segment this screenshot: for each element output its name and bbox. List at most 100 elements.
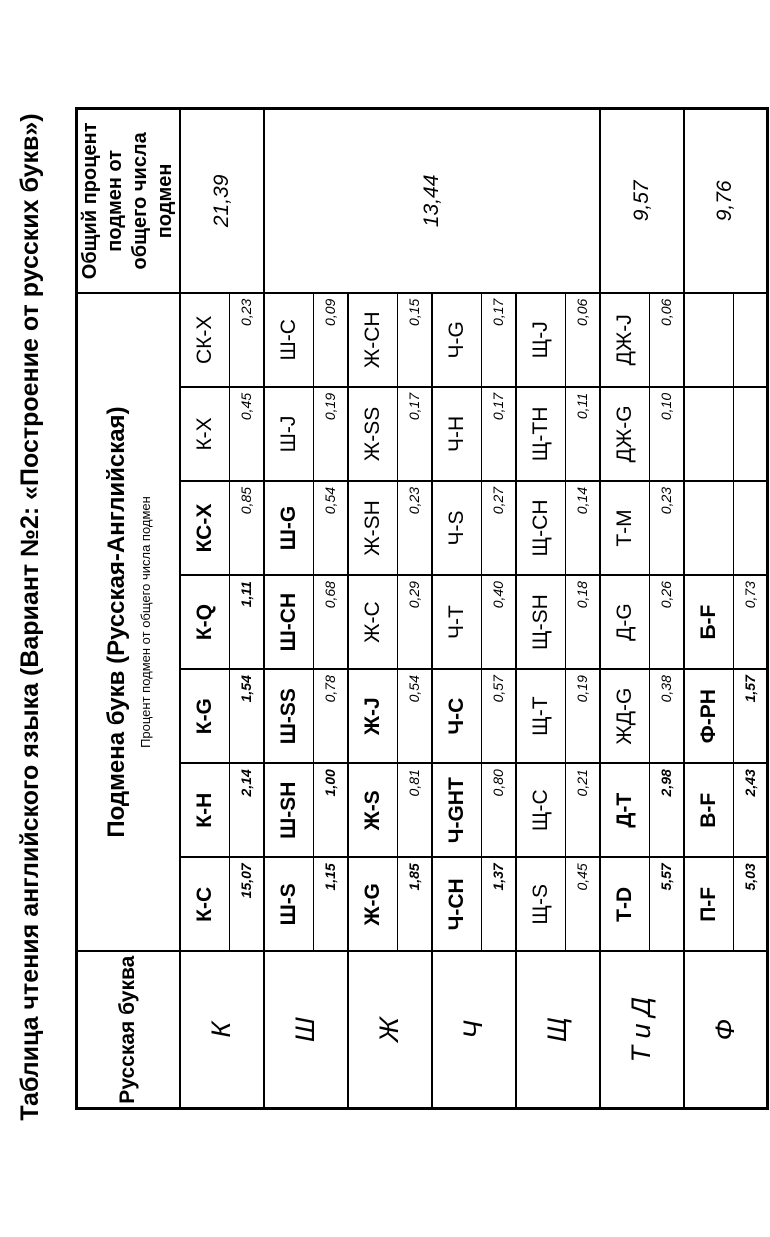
- substitution-pair-cell: Щ-S: [515, 857, 566, 952]
- total-percent-cell: 9,57: [599, 108, 684, 293]
- substitution-pair-cell: К-G: [179, 669, 230, 764]
- substitution-pair-cell: Щ-SH: [515, 575, 566, 670]
- russian-letter-cell: Щ: [515, 951, 600, 1109]
- substitution-percent-cell: 0,15: [397, 292, 432, 387]
- substitution-pair-cell: Ч-CH: [431, 857, 482, 952]
- russian-letter-cell: Ж: [347, 951, 432, 1109]
- total-percent-cell: 9,76: [683, 108, 768, 293]
- substitution-percent-cell: 0,38: [649, 669, 684, 764]
- substitution-pair-cell: Т-D: [599, 857, 650, 952]
- substitution-percent-cell: 0,09: [313, 292, 348, 387]
- substitution-pair-cell: Ч-S: [431, 480, 482, 576]
- substitution-percent-cell: 0,23: [229, 292, 264, 387]
- header-russian-letter: Русская буква: [76, 951, 180, 1109]
- header-row: Русская буква Подмена букв (Русская-Англ…: [76, 108, 180, 1109]
- substitution-pair-cell: ДЖ-J: [599, 292, 650, 387]
- substitution-percent-cell: 0,06: [565, 292, 600, 387]
- substitution-pair-cell: Д-G: [599, 575, 650, 670]
- substitution-percent-cell: 0,23: [649, 480, 684, 576]
- substitution-pair-cell: К-X: [179, 386, 230, 481]
- substitution-percent-cell: 0,11: [565, 386, 600, 481]
- substitution-percent-cell: [733, 386, 768, 481]
- substitution-pair-cell: Щ-CH: [515, 480, 566, 576]
- substitution-pair-cell: Щ-C: [515, 763, 566, 858]
- russian-letter-cell: Т и Д: [599, 951, 684, 1109]
- substitution-pair-cell: Ч-GHT: [431, 763, 482, 858]
- substitution-pair-cell: КС-X: [179, 480, 230, 576]
- substitution-pair-cell: Ш-CH: [263, 575, 314, 670]
- substitution-pair-cell: Щ-T: [515, 669, 566, 764]
- substitution-percent-cell: 0,26: [649, 575, 684, 670]
- substitution-percent-cell: 0,45: [229, 386, 264, 481]
- reading-table: Русская буква Подмена букв (Русская-Англ…: [75, 107, 769, 1110]
- substitution-percent-cell: 0,40: [481, 575, 516, 670]
- letter-row-labels: Т и Д Т-D Д-T ЖД-G Д-G Т-M ДЖ-G ДЖ-J 9,57: [599, 108, 684, 1109]
- substitution-percent-cell: 0,80: [481, 763, 516, 858]
- substitution-pair-cell: [683, 480, 734, 576]
- substitution-percent-cell: 0,17: [481, 292, 516, 387]
- substitution-percent-cell: 0,17: [481, 386, 516, 481]
- letter-row-labels: Ш Ш-S Ш-SH Ш-SS Ш-CH Ш-G Ш-J Ш-C 13,44: [263, 108, 600, 1109]
- substitution-pair-cell: Ж-SS: [347, 386, 398, 481]
- header-substitution: Подмена букв (Русская-Английская) Процен…: [76, 292, 180, 952]
- substitution-pair-cell: Ш-C: [263, 292, 314, 387]
- substitution-pair-cell: [683, 386, 734, 481]
- substitution-pair-cell: Ж-CH: [347, 292, 398, 387]
- substitution-percent-cell: 0,10: [649, 386, 684, 481]
- substitution-pair-cell: ДЖ-G: [599, 386, 650, 481]
- substitution-percent-cell: 1,37: [481, 857, 516, 952]
- substitution-percent-cell: 0,06: [649, 292, 684, 387]
- substitution-percent-cell: 2,98: [649, 763, 684, 858]
- substitution-percent-cell: 0,29: [397, 575, 432, 670]
- header-substitution-subtitle: Процент подмен от общего числа подмен: [138, 496, 154, 748]
- substitution-pair-cell: Ш-G: [263, 480, 314, 576]
- substitution-pair-cell: Ш-SS: [263, 669, 314, 764]
- substitution-percent-cell: 0,45: [565, 857, 600, 952]
- header-total-percent: Общий процент подмен от общего числа под…: [76, 108, 180, 293]
- russian-letter-cell: Ч: [431, 951, 516, 1109]
- substitution-percent-cell: 2,43: [733, 763, 768, 858]
- substitution-percent-cell: 0,18: [565, 575, 600, 670]
- russian-letter-cell: К: [179, 951, 264, 1109]
- total-percent-cell: 21,39: [179, 108, 264, 293]
- substitution-pair-cell: Ж-C: [347, 575, 398, 670]
- substitution-percent-cell: 0,23: [397, 480, 432, 576]
- substitution-pair-cell: Ж-G: [347, 857, 398, 952]
- substitution-percent-cell: 2,14: [229, 763, 264, 858]
- substitution-percent-cell: 0,78: [313, 669, 348, 764]
- substitution-percent-cell: 0,68: [313, 575, 348, 670]
- substitution-pair-cell: Ш-S: [263, 857, 314, 952]
- substitution-percent-cell: 0,81: [397, 763, 432, 858]
- substitution-pair-cell: Ч-T: [431, 575, 482, 670]
- substitution-percent-cell: 1,85: [397, 857, 432, 952]
- substitution-pair-cell: П-F: [683, 857, 734, 952]
- substitution-pair-cell: Ч-G: [431, 292, 482, 387]
- substitution-pair-cell: Ч-H: [431, 386, 482, 481]
- header-substitution-title: Подмена букв (Русская-Английская): [103, 406, 131, 838]
- substitution-pair-cell: Ч-C: [431, 669, 482, 764]
- letter-row-labels: Ф П-F В-F Ф-PH Б-F 9,76: [683, 108, 768, 1109]
- russian-letter-cell: Ф: [683, 951, 768, 1109]
- substitution-percent-cell: 0,21: [565, 763, 600, 858]
- substitution-percent-cell: 5,03: [733, 857, 768, 952]
- substitution-percent-cell: 1,57: [733, 669, 768, 764]
- substitution-percent-cell: [733, 292, 768, 387]
- substitution-pair-cell: Ж-J: [347, 669, 398, 764]
- substitution-percent-cell: 0,54: [313, 480, 348, 576]
- substitution-percent-cell: 0,73: [733, 575, 768, 670]
- substitution-percent-cell: 0,57: [481, 669, 516, 764]
- substitution-percent-cell: 15,07: [229, 857, 264, 952]
- substitution-pair-cell: К-C: [179, 857, 230, 952]
- substitution-percent-cell: 0,54: [397, 669, 432, 764]
- substitution-pair-cell: К-Q: [179, 575, 230, 670]
- substitution-pair-cell: ЖД-G: [599, 669, 650, 764]
- substitution-percent-cell: 5,57: [649, 857, 684, 952]
- total-percent-cell: 13,44: [263, 108, 600, 293]
- substitution-pair-cell: Ж-S: [347, 763, 398, 858]
- substitution-pair-cell: Щ-TH: [515, 386, 566, 481]
- substitution-pair-cell: Т-M: [599, 480, 650, 576]
- substitution-percent-cell: 1,11: [229, 575, 264, 670]
- substitution-pair-cell: Ш-SH: [263, 763, 314, 858]
- substitution-pair-cell: Щ-J: [515, 292, 566, 387]
